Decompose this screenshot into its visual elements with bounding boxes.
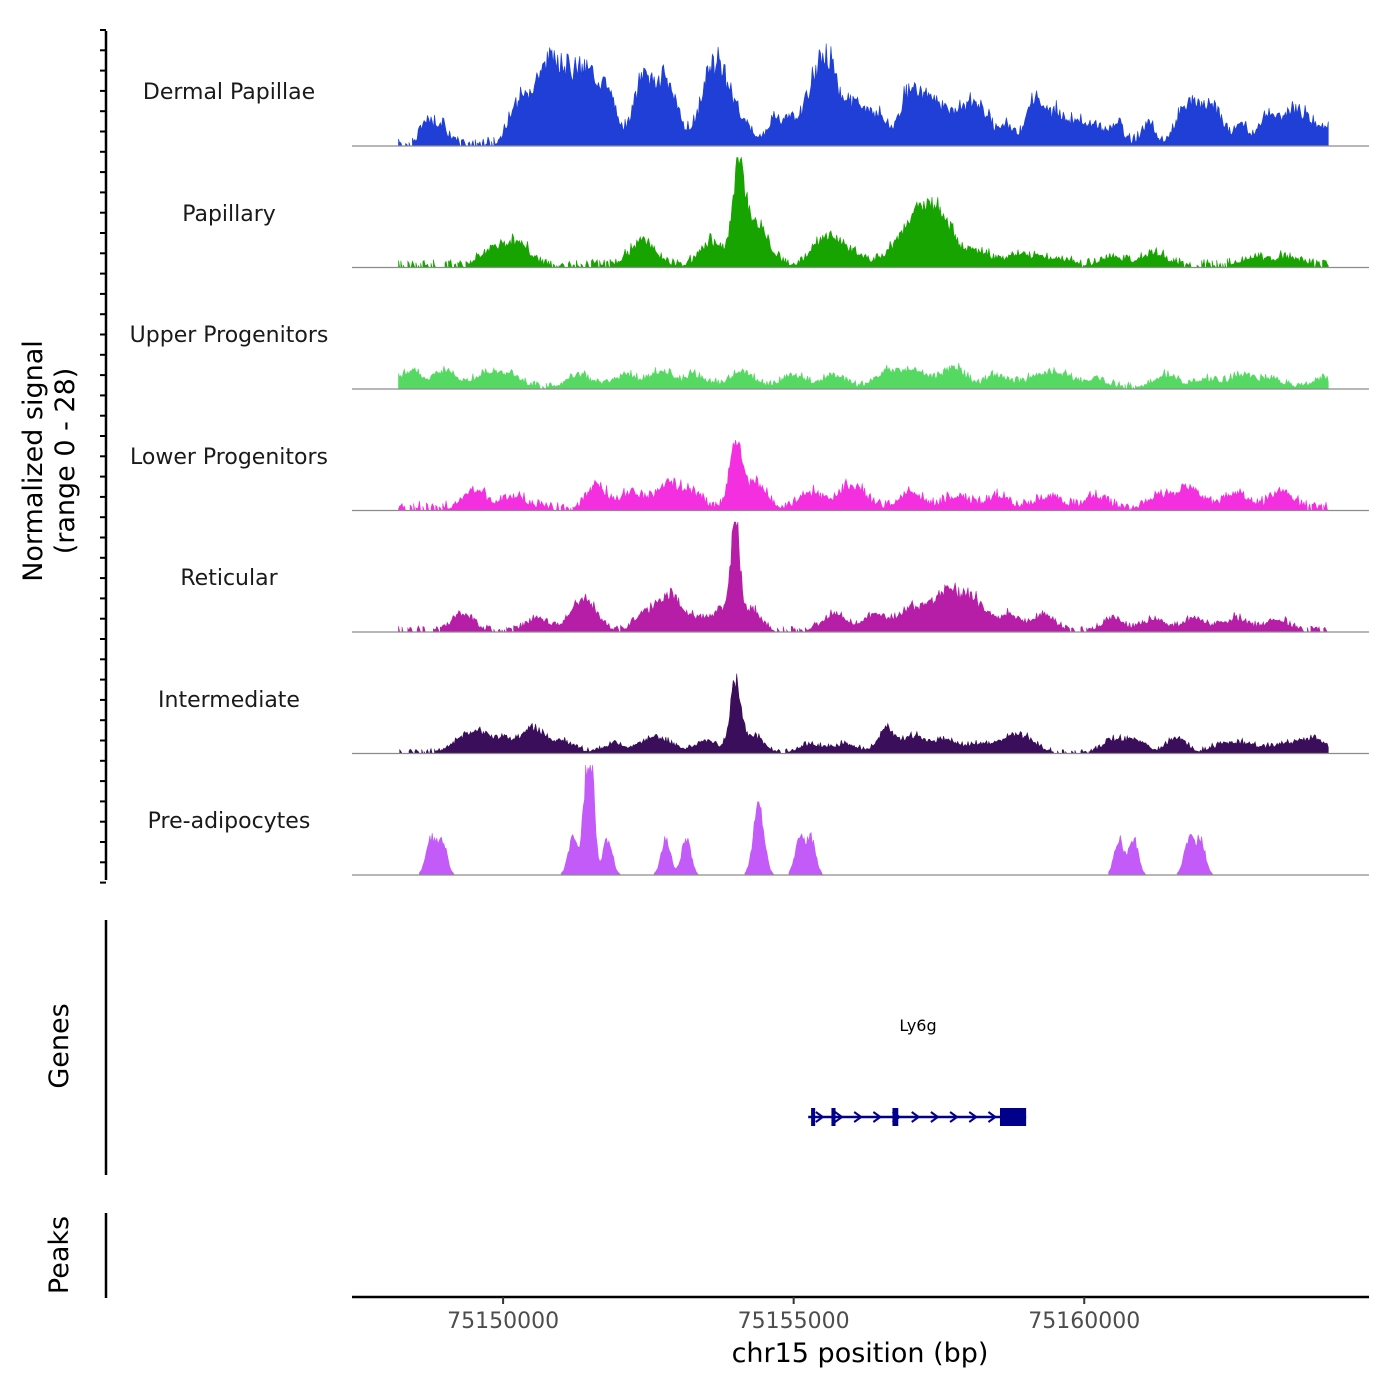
track-reticular xyxy=(352,521,1369,633)
track-label-lower-progenitors: Lower Progenitors xyxy=(130,445,328,470)
signal-tracks xyxy=(352,43,1369,876)
y-axis-title-line2: (range 0 - 28) xyxy=(50,368,81,555)
signal-area-dermal-papillae xyxy=(398,43,1329,147)
gene-exon xyxy=(831,1108,836,1126)
gene-label-ly6g: Ly6g xyxy=(899,1016,936,1035)
genes-panel-title: Genes xyxy=(44,1003,75,1088)
track-labels: Dermal Papillae Papillary Upper Progenit… xyxy=(130,80,329,834)
x-axis-tick-label: 75160000 xyxy=(1028,1309,1140,1334)
genes-panel-title-group: Genes xyxy=(44,1003,75,1088)
signal-area-upper-progenitors xyxy=(398,362,1329,390)
peaks-panel-title-group: Peaks xyxy=(44,1216,75,1294)
track-dermal-papillae xyxy=(352,43,1369,147)
strand-arrow xyxy=(911,1111,921,1123)
signal-y-axis-ticks xyxy=(100,29,106,884)
signal-area-papillary xyxy=(398,156,1329,268)
x-axis-title: chr15 position (bp) xyxy=(732,1338,989,1369)
signal-area-reticular xyxy=(398,521,1328,633)
track-label-pre-adipocytes: Pre-adipocytes xyxy=(148,809,311,834)
track-intermediate xyxy=(352,673,1369,755)
track-lower-progenitors xyxy=(352,439,1369,512)
y-axis-title: Normalized signal (range 0 - 28) xyxy=(18,340,81,582)
strand-arrow xyxy=(834,1111,844,1123)
gene-exon xyxy=(892,1108,899,1126)
track-label-intermediate: Intermediate xyxy=(158,688,300,713)
track-papillary xyxy=(352,156,1369,269)
track-pre-adipocytes xyxy=(352,764,1369,876)
track-label-papillary: Papillary xyxy=(182,202,276,227)
signal-area-intermediate xyxy=(399,673,1329,754)
track-label-reticular: Reticular xyxy=(180,566,278,591)
peaks-panel-title: Peaks xyxy=(44,1216,75,1294)
track-label-dermal-papillae: Dermal Papillae xyxy=(143,80,315,105)
strand-arrow xyxy=(987,1111,998,1123)
strand-arrow xyxy=(872,1111,883,1123)
strand-arrow xyxy=(930,1111,940,1123)
x-axis-tick-label: 75155000 xyxy=(738,1309,850,1334)
gene-model-ly6g xyxy=(808,1108,1027,1126)
strand-arrow xyxy=(949,1111,959,1123)
track-label-upper-progenitors: Upper Progenitors xyxy=(130,323,329,348)
signal-area-pre-adipocytes xyxy=(419,764,1214,876)
strand-arrow xyxy=(853,1111,863,1123)
x-axis-tick-label: 75150000 xyxy=(447,1309,559,1334)
gene-exon xyxy=(811,1108,816,1126)
signal-area-lower-progenitors xyxy=(398,439,1329,511)
strand-arrow xyxy=(968,1111,978,1123)
strand-arrow xyxy=(815,1111,825,1123)
gene-exon xyxy=(999,1108,1027,1126)
x-axis-ticks: 75150000 75155000 75160000 xyxy=(447,1297,1140,1334)
track-upper-progenitors xyxy=(352,362,1369,390)
y-axis-title-line1: Normalized signal xyxy=(18,340,49,582)
